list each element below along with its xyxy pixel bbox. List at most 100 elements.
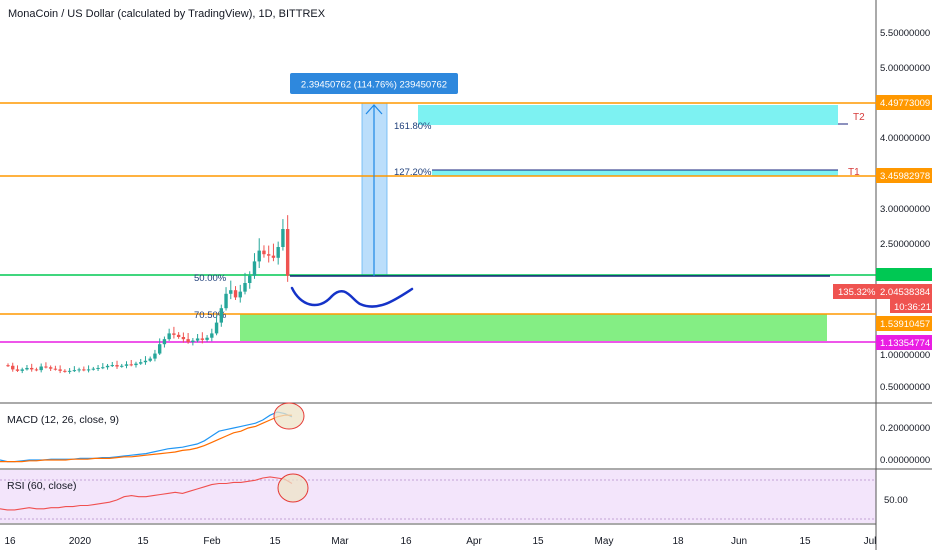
candle-body <box>167 333 171 340</box>
t1-price-tag <box>876 168 932 183</box>
candle-body <box>271 255 276 258</box>
target-1-zone[interactable] <box>432 170 838 176</box>
candle-body <box>72 370 77 372</box>
t2-price-tag <box>876 95 932 110</box>
candle-body <box>148 358 152 361</box>
rsi-highlight[interactable] <box>277 473 309 503</box>
candle-body <box>172 333 176 335</box>
macd-highlight[interactable] <box>273 402 305 430</box>
magenta-price-tag <box>876 335 932 350</box>
candle-body <box>252 261 257 276</box>
price-axis[interactable]: 5.50000000 5.00000000 4.00000000 3.00000… <box>880 28 930 393</box>
candle-body <box>153 353 157 359</box>
candle-body <box>34 369 39 371</box>
target-2-label: T2 <box>853 112 865 123</box>
time-tick: 15 <box>137 536 149 547</box>
price-tick: 3.00000000 <box>880 204 930 215</box>
rsi-line <box>0 476 293 511</box>
candle-body <box>15 369 20 371</box>
price-tick: 0.50000000 <box>880 382 930 393</box>
rsi-label: RSI (60, close) <box>7 480 76 492</box>
t2-price-tag-text: 4.49773009 <box>880 98 930 109</box>
candle-body <box>139 362 143 364</box>
candle-body <box>248 275 252 283</box>
rsi-band <box>0 470 876 523</box>
candle-body <box>191 340 195 343</box>
candle-body <box>82 369 86 371</box>
time-tick: 16 <box>4 536 16 547</box>
candle-body <box>210 333 214 338</box>
macd-label: MACD (12, 26, close, 9) <box>7 414 119 426</box>
price-tick: 5.00000000 <box>880 63 930 74</box>
candle-body <box>243 283 247 292</box>
candle-body <box>25 367 29 370</box>
support-price-tag <box>876 316 932 331</box>
macd-tick: 0.20000000 <box>880 423 930 434</box>
candle-body <box>205 337 209 340</box>
countdown-tag <box>890 299 932 313</box>
candlestick-series <box>6 215 290 374</box>
measure-arrow-head <box>365 104 383 115</box>
time-axis[interactable]: 16 2020 15 Feb 15 Mar 16 Apr 15 May 18 J… <box>4 536 876 547</box>
candle-body <box>229 290 233 294</box>
buy-zone[interactable] <box>240 314 827 341</box>
t1-price-tag-text: 3.45982978 <box>880 171 930 182</box>
candle-body <box>58 369 62 371</box>
countdown-text: 10:36:21 <box>894 302 931 313</box>
candle-body <box>257 250 261 262</box>
candle-body <box>129 364 133 366</box>
candle-body <box>124 364 129 366</box>
time-tick: 15 <box>532 536 544 547</box>
pct-change-tag <box>833 284 877 299</box>
candle-body <box>39 366 43 371</box>
price-tick: 2.50000000 <box>880 239 930 250</box>
candle-body <box>214 322 219 334</box>
rsi-tick: 50.00 <box>884 495 908 506</box>
time-tick: 2020 <box>69 536 92 547</box>
time-tick: Mar <box>331 536 349 547</box>
candle-body <box>238 291 242 298</box>
candle-body <box>115 365 119 367</box>
candle-body <box>101 367 105 369</box>
candle-body <box>120 365 124 367</box>
candle-body <box>285 229 290 276</box>
candle-body <box>162 339 167 345</box>
candle-body <box>105 365 110 368</box>
candle-body <box>110 365 114 367</box>
current-price-text: 2.04538384 <box>880 287 930 298</box>
candle-body <box>143 360 148 363</box>
projection-path[interactable] <box>290 286 414 308</box>
candle-body <box>44 366 48 368</box>
time-tick: 16 <box>400 536 412 547</box>
candle-body <box>48 367 53 369</box>
signal-line <box>0 414 292 463</box>
fib-127-label: 127.20% <box>394 167 432 178</box>
candle-body <box>6 365 10 367</box>
candle-body <box>53 368 58 370</box>
candle-body <box>67 370 72 372</box>
time-tick: May <box>595 536 614 547</box>
candle-body <box>96 367 100 369</box>
macd-series <box>0 411 293 463</box>
target-2-zone[interactable] <box>418 105 838 125</box>
candle-body <box>181 337 186 340</box>
candle-body <box>267 254 271 256</box>
candle-body <box>186 339 190 343</box>
candle-body <box>86 369 91 371</box>
candle-body <box>176 334 181 337</box>
price-tick: 5.50000000 <box>880 28 930 39</box>
candle-body <box>195 338 200 341</box>
pct-change-text: 135.32% <box>838 287 876 298</box>
candle-body <box>276 247 280 258</box>
macd-tick: 0.00000000 <box>880 455 930 466</box>
time-tick: Feb <box>203 536 221 547</box>
candle-body <box>219 308 223 323</box>
time-tick: Jun <box>731 536 747 547</box>
magenta-price-text: 1.13354774 <box>880 338 930 349</box>
measure-label-box <box>290 73 458 94</box>
rsi-series <box>0 476 293 511</box>
candle-body <box>157 344 162 354</box>
current-price-tag <box>876 284 932 299</box>
price-tick: 4.00000000 <box>880 133 930 144</box>
